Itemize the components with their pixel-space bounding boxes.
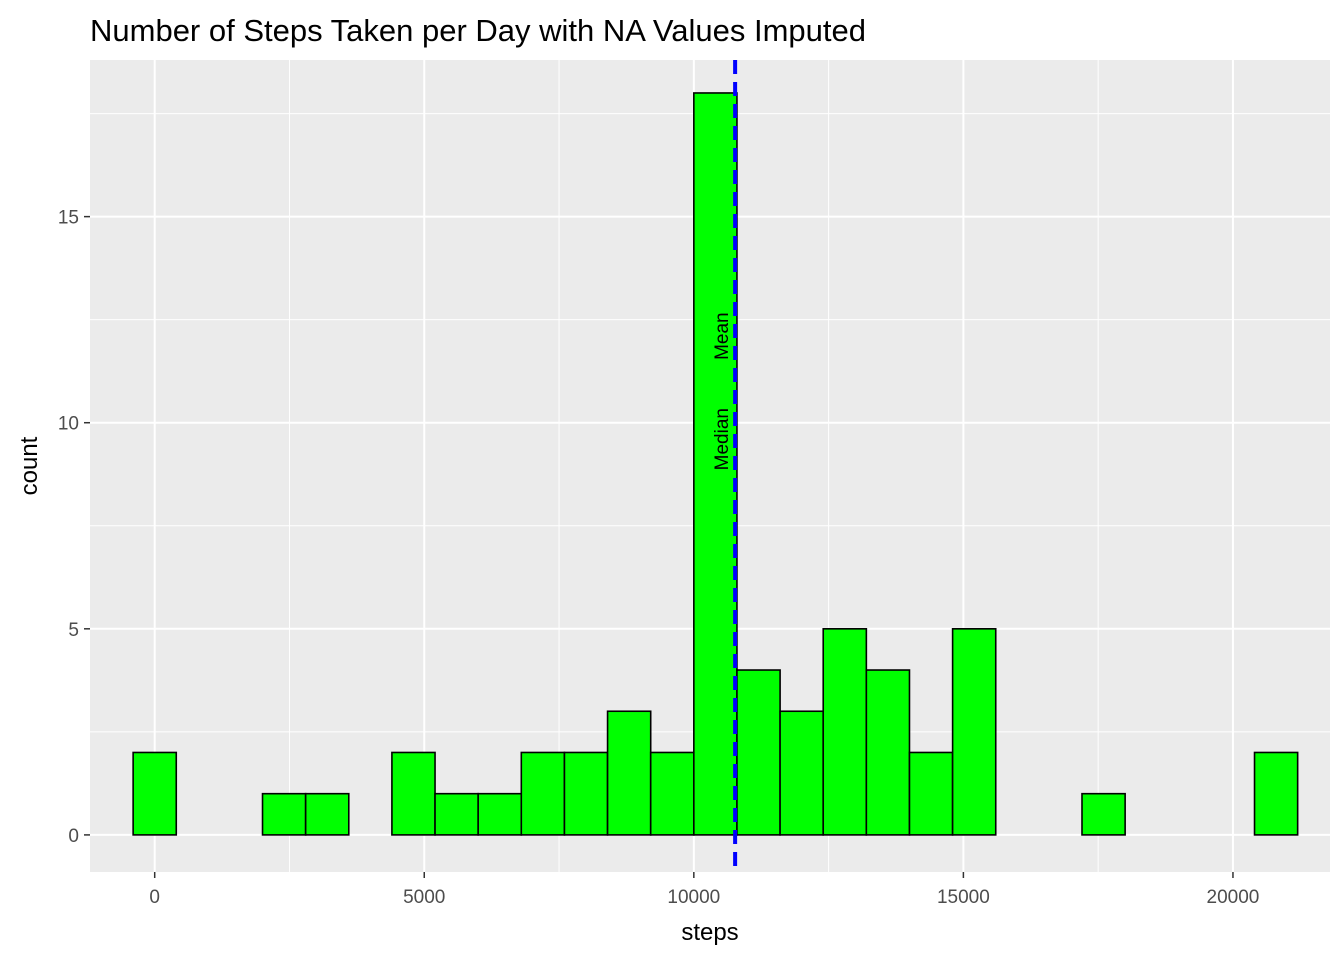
x-tick-label: 15000 xyxy=(937,887,990,908)
x-tick-label: 20000 xyxy=(1207,887,1260,908)
histogram-bar xyxy=(563,751,609,836)
histogram-bar xyxy=(477,792,523,836)
y-tick-label: 15 xyxy=(58,208,79,229)
x-axis-ticks: 0 5000 10000 15000 20000 xyxy=(149,872,1259,908)
histogram-bar xyxy=(779,710,825,836)
histogram-bar xyxy=(736,669,781,836)
histogram-bar xyxy=(865,669,911,836)
y-tick-label: 5 xyxy=(68,620,79,641)
histogram-bar xyxy=(132,751,178,836)
reference-lines: Median Mean xyxy=(712,60,738,872)
x-axis-title: steps xyxy=(681,919,738,946)
histogram-bar xyxy=(520,751,566,836)
histogram-bar xyxy=(304,792,350,836)
bars xyxy=(132,92,1299,836)
y-tick-label: 0 xyxy=(68,826,79,847)
y-axis-ticks: 0 5 10 15 xyxy=(58,208,90,847)
histogram-bar xyxy=(822,628,868,836)
y-axis-title: count xyxy=(16,436,43,495)
chart-title: Number of Steps Taken per Day with NA Va… xyxy=(90,13,866,48)
histogram-bar xyxy=(1081,792,1126,836)
x-tick-label: 0 xyxy=(149,887,160,908)
histogram-bar xyxy=(649,751,695,836)
histogram-bar xyxy=(951,628,997,836)
y-tick-label: 10 xyxy=(58,414,79,435)
histogram-bar xyxy=(261,792,307,836)
histogram-bar xyxy=(391,751,436,836)
x-tick-label: 10000 xyxy=(667,887,720,908)
histogram-bar xyxy=(606,710,652,836)
median-label: Median xyxy=(712,408,733,470)
mean-label: Mean xyxy=(712,312,733,360)
histogram-bar xyxy=(693,92,738,836)
histogram-bar xyxy=(908,751,954,836)
histogram-bar xyxy=(434,792,479,836)
histogram-bar xyxy=(1253,751,1299,836)
x-tick-label: 5000 xyxy=(403,887,445,908)
